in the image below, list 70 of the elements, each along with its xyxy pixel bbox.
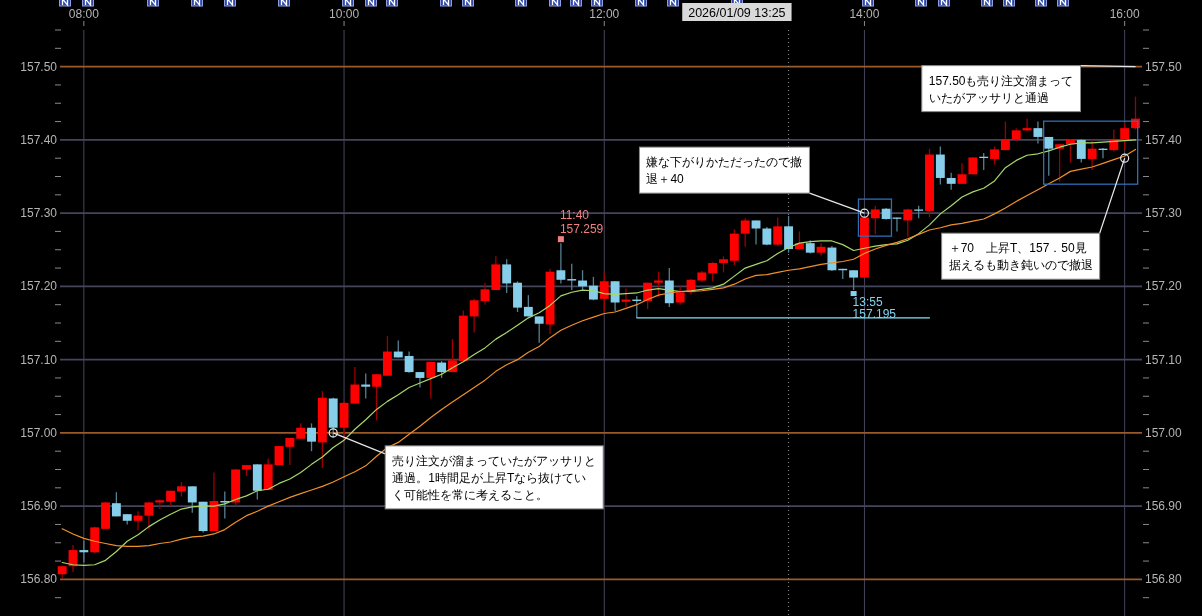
candlestick — [675, 285, 685, 306]
candlestick — [285, 437, 295, 466]
candlestick — [935, 145, 945, 186]
candlestick — [448, 338, 457, 373]
x-tick-label: 16:00 — [1109, 7, 1140, 21]
candlestick — [133, 510, 143, 531]
candlestick — [827, 245, 837, 272]
y2-tick-label: 157.20 — [1145, 279, 1183, 294]
candlestick — [773, 216, 783, 247]
ref-line-label: 2026/01/09 13:25 — [688, 6, 786, 20]
candlestick — [556, 242, 566, 285]
y2-tick-label: 157.50 — [1145, 59, 1183, 74]
candlestick — [144, 501, 154, 531]
candlestick — [1000, 120, 1010, 151]
y-tick-label: 157.00 — [20, 425, 58, 440]
candlestick — [187, 485, 197, 514]
annotation: 売り注文が溜まっていたがアッサリと通過。1時間足が上昇Tなら抜けていく可能性を常に考えること。 — [392, 453, 597, 502]
candlestick — [740, 217, 750, 248]
candlestick — [350, 366, 360, 405]
y2-tick-label: 157.30 — [1145, 206, 1183, 221]
candlestick — [361, 372, 371, 400]
candlestick — [1033, 120, 1043, 145]
candlestick — [1120, 122, 1130, 151]
candlestick — [480, 282, 490, 306]
candlestick — [426, 361, 436, 400]
x-tick-label: 14:00 — [849, 7, 880, 21]
candlestick — [307, 422, 316, 452]
y-tick-label: 157.10 — [20, 352, 58, 367]
candlestick — [751, 219, 761, 246]
candlestick — [903, 208, 913, 238]
y2-tick-label: 157.40 — [1145, 132, 1183, 147]
y-tick-label: 156.90 — [20, 499, 58, 514]
x-tick-label: 12:00 — [589, 7, 620, 21]
y2-tick-label: 157.10 — [1145, 352, 1183, 367]
y-tick-label: 157.50 — [20, 59, 58, 74]
annotation: 嫌な下がりかただったので撤退＋40 — [646, 155, 803, 187]
candlestick — [957, 162, 967, 185]
annotation: 11:40 157.259 — [559, 208, 604, 237]
candlestick — [610, 280, 620, 312]
candlestick — [599, 271, 609, 314]
candlestick — [404, 350, 414, 374]
x-tick-label: 10:00 — [329, 7, 360, 21]
y2-tick-label: 157.00 — [1145, 425, 1183, 440]
candlestick — [990, 145, 999, 166]
candlestick — [1044, 136, 1054, 177]
candlestick — [502, 258, 512, 294]
candlestick — [870, 205, 880, 236]
candlestick — [1022, 117, 1032, 132]
candlestick — [79, 539, 89, 564]
annotation: ＋70 上昇T、157．50見据えるも動き鈍いので撤退 — [948, 241, 1093, 273]
candlestick — [469, 298, 479, 334]
y-tick-label: 157.40 — [20, 132, 58, 147]
annotation: 157.50も売り注文溜まっていたがアッサリと通過 — [928, 73, 1074, 105]
candlestick — [1087, 138, 1097, 171]
y2-tick-label: 156.80 — [1145, 572, 1183, 587]
x-tick-label: 08:00 — [68, 7, 100, 21]
candlestick — [534, 315, 544, 344]
y-tick-label: 157.30 — [20, 206, 58, 221]
candlestick — [111, 491, 121, 518]
candlestick — [654, 271, 663, 298]
candlestick — [1109, 128, 1119, 153]
y2-tick-label: 156.90 — [1145, 499, 1183, 514]
candlestick — [567, 263, 577, 291]
y-tick-label: 157.20 — [20, 279, 58, 294]
candlestick — [784, 215, 794, 254]
candlestick — [372, 373, 382, 422]
candlestick — [621, 287, 631, 308]
annotation: 13:55 157.195 — [852, 295, 897, 321]
candlestick — [708, 261, 718, 282]
y-tick-label: 156.80 — [20, 572, 58, 587]
